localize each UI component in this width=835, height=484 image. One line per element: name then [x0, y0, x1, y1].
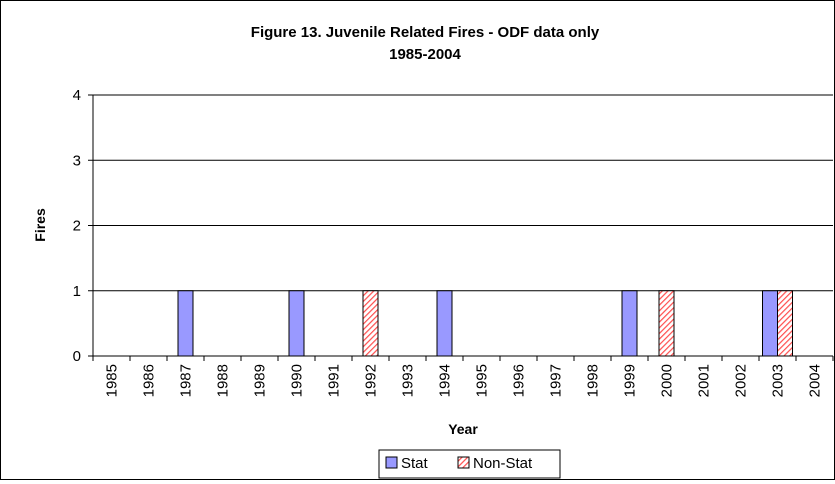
bar-non-stat-2003 [777, 290, 793, 357]
x-tick-label-1993: 1993 [400, 364, 417, 397]
x-tick-label-1994: 1994 [437, 364, 454, 397]
x-tick-label-1989: 1989 [252, 364, 269, 397]
bar-stat-2003 [762, 290, 778, 357]
legend-label-non-stat: Non-Stat [473, 455, 533, 472]
chart-title-line1: Figure 13. Juvenile Related Fires - ODF … [251, 24, 600, 41]
legend: Stat Non-Stat [378, 449, 561, 479]
x-tick-label-2002: 2002 [733, 364, 750, 397]
x-tick-label-1990: 1990 [289, 364, 306, 397]
y-tick-label-2: 2 [73, 218, 81, 235]
x-tick-label-1985: 1985 [104, 364, 121, 397]
y-tick-label-1: 1 [73, 283, 81, 300]
x-axis-label: Year [448, 421, 478, 437]
x-tick-label-2003: 2003 [770, 364, 787, 397]
x-tick-label-1991: 1991 [326, 364, 343, 397]
bar-non-stat-1992 [362, 290, 379, 357]
x-tick-label-2000: 2000 [659, 364, 676, 397]
y-tick-label-3: 3 [73, 152, 81, 169]
x-tick-label-1997: 1997 [548, 364, 565, 397]
bar-stat-1990 [288, 290, 305, 357]
y-axis-label: Fires [32, 208, 48, 242]
y-tick-labels: 0 1 2 3 4 [73, 87, 81, 365]
y-tick-label-4: 4 [73, 87, 81, 104]
x-tick-labels: 1985 1986 1987 1988 1989 1990 1991 1992 1993 1994… [104, 364, 824, 397]
x-tick-label-1998: 1998 [585, 364, 602, 397]
x-tick-label-1992: 1992 [363, 364, 380, 397]
x-tick-label-1999: 1999 [622, 364, 639, 397]
bars [177, 290, 793, 357]
gridlines [93, 94, 833, 292]
chart-title-line2: 1985-2004 [389, 46, 461, 63]
x-tick-label-1988: 1988 [215, 364, 232, 397]
x-tick-label-1987: 1987 [178, 364, 195, 397]
axes [88, 94, 834, 361]
bar-stat-1994 [436, 290, 453, 357]
x-tick-label-1996: 1996 [511, 364, 528, 397]
legend-label-stat: Stat [401, 455, 429, 472]
x-tick-label-2001: 2001 [696, 364, 713, 397]
x-tick-label-2004: 2004 [807, 364, 824, 397]
bar-stat-1987 [177, 290, 194, 357]
x-tick-label-1995: 1995 [474, 364, 491, 397]
legend-swatch-stat [385, 456, 398, 469]
legend-swatch-non-stat [457, 456, 470, 469]
bar-non-stat-2000 [658, 290, 675, 357]
bar-stat-1999 [621, 290, 638, 357]
y-tick-label-0: 0 [73, 348, 81, 365]
x-tick-label-1986: 1986 [141, 364, 158, 397]
